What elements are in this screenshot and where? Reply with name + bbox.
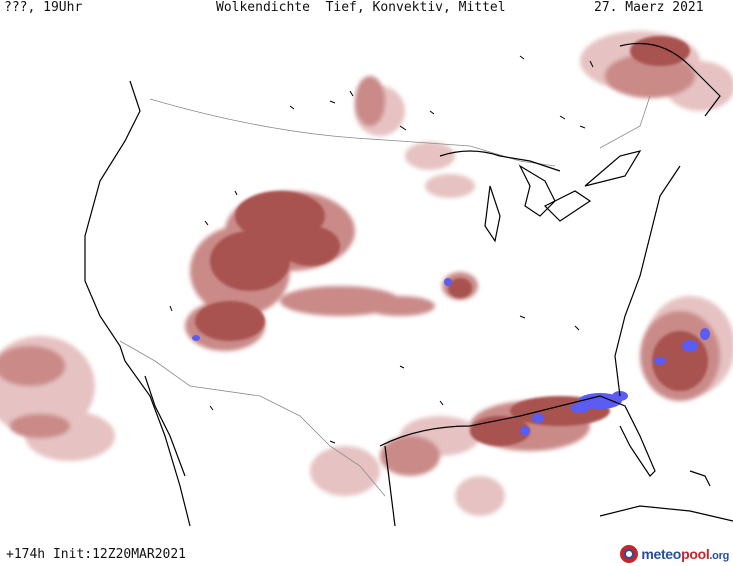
location-time-label: ???, 19Uhr [4, 0, 83, 15]
cloud-density-map [0, 31, 733, 527]
meteopool-logo-icon [620, 545, 639, 563]
model-run-info: +174h Init:12Z20MAR2021 [6, 547, 187, 562]
cloud-layer-max [192, 278, 710, 436]
forecast-date: 27. Maerz 2021 [594, 0, 704, 15]
meteopool-logo-text: meteopool.org [641, 546, 729, 562]
cloud-layer-mid [0, 54, 720, 476]
logo-pool-text: pool [681, 546, 710, 562]
logo-meteo-text: meteo [641, 546, 682, 562]
coastlines [84, 42, 733, 527]
map-header: ???, 19Uhr Wolkendichte Tief, Konvektiv,… [0, 0, 733, 18]
meteopool-logo[interactable]: meteopool.org [620, 544, 729, 564]
lake-outlines [169, 55, 594, 444]
logo-tld-text: .org [709, 550, 729, 562]
map-footer: +174h Init:12Z20MAR2021 meteopool.org [0, 540, 733, 566]
border-lines [119, 95, 651, 497]
map-title: Wolkendichte Tief, Konvektiv, Mittel [216, 0, 506, 15]
cloud-layer-dense [195, 36, 708, 446]
